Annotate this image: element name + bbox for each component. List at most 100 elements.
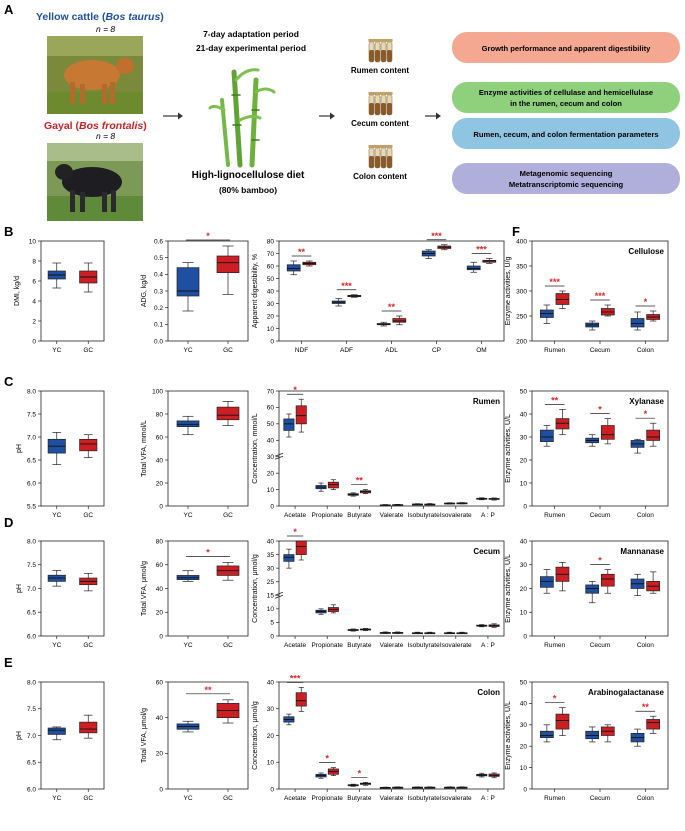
box-YC-Butyrate xyxy=(347,783,359,787)
outcome-boxes: Growth performance and apparent digestib… xyxy=(452,32,680,194)
box-YC-Cecum xyxy=(585,320,600,331)
sig-label: *** xyxy=(290,673,301,683)
x-tick-label: GC xyxy=(83,795,93,802)
plot-frame xyxy=(40,240,105,342)
x-tick-label: YC xyxy=(183,512,192,519)
box-YC-ADF xyxy=(331,298,346,307)
box-GC-GC xyxy=(216,401,240,426)
box-GC-Propionate xyxy=(327,479,339,490)
tube-cap xyxy=(374,39,381,42)
box-YC-CP xyxy=(421,249,436,259)
flow-arrow-2 xyxy=(319,112,335,120)
box-GC-GC xyxy=(79,714,98,739)
y-tick-label: 0 xyxy=(270,633,274,640)
box-GC-Isobutyrate xyxy=(424,503,436,506)
y-tick-label: 40 xyxy=(267,438,275,445)
y-tick-label: 20 xyxy=(156,610,164,617)
tube-cap xyxy=(368,145,375,148)
box-GC-GC xyxy=(216,245,240,295)
box-body xyxy=(585,584,600,594)
x-tick-label: Propionate xyxy=(311,795,343,802)
y-tick-label: 30 xyxy=(267,706,275,713)
tube-cap xyxy=(380,145,387,148)
y-tick-label: 4 xyxy=(32,298,36,305)
x-tick-label: Isobutyrate xyxy=(408,512,441,519)
box-YC-OM xyxy=(466,261,481,273)
chart-ph_cecum: 6.0 6.5 7.0 7.5 8.0 pH YC GC xyxy=(16,538,105,649)
tube-content xyxy=(369,156,374,168)
y-tick-label: 7.0 xyxy=(27,434,36,441)
y-tick-label: 6.5 xyxy=(27,457,36,464)
x-tick-label: A : P xyxy=(481,512,495,519)
y-tick-label: 6.5 xyxy=(27,760,36,767)
x-tick-label: Propionate xyxy=(311,642,343,649)
box-YC-Valerate xyxy=(379,786,391,789)
box-YC-Valerate xyxy=(379,631,391,634)
y-tick-label: 30 xyxy=(267,454,275,461)
sig-label: * xyxy=(293,527,297,537)
y-tick-label: 0 xyxy=(523,633,527,640)
box-GC-Isobutyrate xyxy=(424,631,436,635)
y-tick-label: 50 xyxy=(520,679,528,686)
yellow-cattle-title: Yellow cattle (Bos taurus) xyxy=(36,11,164,23)
box-GC-Valerate xyxy=(392,786,404,789)
x-tick-label: Rumen xyxy=(544,642,565,649)
box-YC-Colon xyxy=(630,573,645,596)
sig-label: *** xyxy=(341,281,352,291)
sig-label: * xyxy=(206,231,210,241)
box-GC-GC xyxy=(216,699,240,724)
y-tick-label: 0 xyxy=(523,786,527,793)
box-GC-GC xyxy=(79,262,98,293)
box-body xyxy=(600,425,615,440)
tube-content xyxy=(381,50,386,62)
box-GC-Isovalerate xyxy=(456,502,468,505)
sig-label: *** xyxy=(595,291,606,301)
box-YC-YC xyxy=(47,726,66,741)
box-GC-Rumen xyxy=(555,707,570,736)
tube-cap xyxy=(386,39,393,42)
box-GC-Colon xyxy=(646,571,660,594)
x-tick-label: GC xyxy=(223,512,233,519)
y-tick-label: 0.1 xyxy=(154,322,163,329)
box-YC-Isobutyrate xyxy=(411,786,423,789)
y-tick-label: 400 xyxy=(516,238,527,245)
box-GC-CP xyxy=(437,244,452,251)
box-YC-YC xyxy=(47,262,66,289)
y-tick-label: 20 xyxy=(156,480,164,487)
y-tick-label: 10 xyxy=(520,765,528,772)
plot-frame xyxy=(278,390,505,507)
y-tick-label: 10 xyxy=(267,760,275,767)
y-axis-label: Enzyme activities, U/L xyxy=(505,701,512,770)
plot-frame xyxy=(167,390,249,507)
x-tick-label: YC xyxy=(52,347,61,354)
box-YC-Acetate xyxy=(283,713,295,726)
chart-cellulose: 200 250 300 350 400 Enzyme activities, U/g Cel… xyxy=(505,238,669,354)
box-body xyxy=(540,576,554,588)
tube-content xyxy=(381,103,386,115)
y-tick-label: 50 xyxy=(267,421,275,428)
box-YC-Rumen xyxy=(540,569,554,594)
box-body xyxy=(630,318,645,328)
y-tick-label: 0.6 xyxy=(154,238,163,245)
y-axis-label: ADG, kg/d xyxy=(141,275,148,307)
x-tick-label: Colon xyxy=(637,795,654,802)
sig-label: ** xyxy=(356,476,364,486)
chart-title: Cellulose xyxy=(628,247,664,256)
y-tick-label: 10 xyxy=(29,238,37,245)
y-tick-label: 250 xyxy=(516,313,527,320)
y-axis-label: Apparent digestibility, % xyxy=(252,254,259,328)
box-GC-Cecum xyxy=(600,724,615,743)
flow-arrow-3 xyxy=(425,112,441,120)
box-body xyxy=(585,730,600,740)
box-GC-Acetate xyxy=(295,398,307,433)
box-body xyxy=(79,438,98,452)
y-tick-label: 6.5 xyxy=(27,610,36,617)
y-tick-label: 80 xyxy=(156,538,164,545)
y-tick-label: 80 xyxy=(267,238,275,245)
y-tick-label: 15 xyxy=(267,593,275,600)
sig-label: *** xyxy=(549,277,560,287)
box-body xyxy=(283,418,295,431)
box-body xyxy=(600,573,615,587)
x-tick-label: Propionate xyxy=(311,512,343,519)
box-YC-YC xyxy=(176,570,200,582)
